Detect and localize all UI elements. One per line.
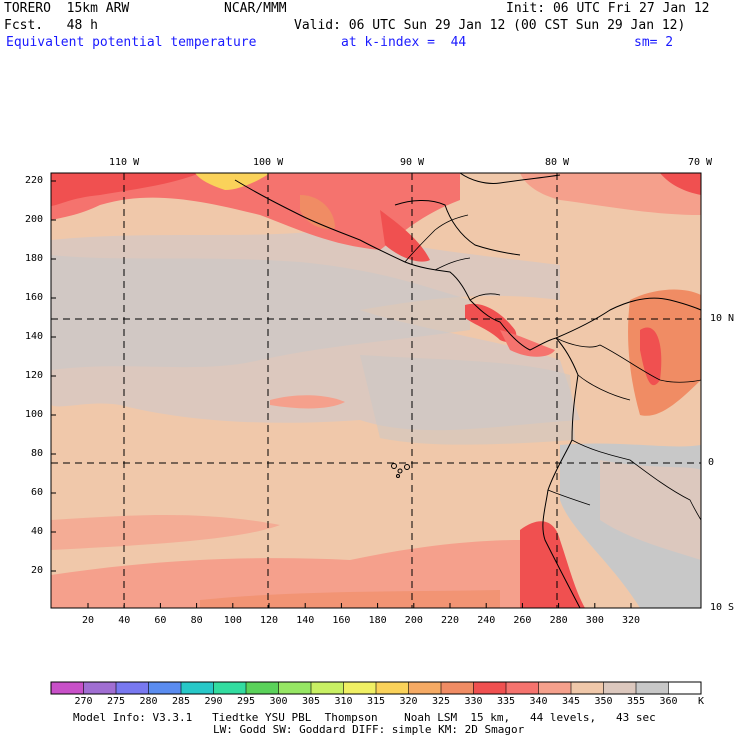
colorbar-label: 310 (334, 696, 353, 707)
smoothing-info: sm= 2 (634, 35, 674, 50)
lat-label-0: 0 (708, 457, 715, 468)
x-tick-label: 320 (622, 615, 641, 626)
colorbar-label: 280 (139, 696, 158, 707)
lon-label-100w: 100 W (253, 157, 284, 168)
colorbar-swatch (636, 682, 669, 694)
y-tick-label: 100 (25, 409, 44, 420)
level-info: at k-index = 44 (341, 35, 467, 50)
y-tick-label: 80 (31, 448, 44, 459)
colorbar-swatch (311, 682, 344, 694)
model-info-line2: LW: Godd SW: Goddard DIFF: simple KM: 2D… (213, 723, 525, 736)
colorbar-swatch (181, 682, 214, 694)
lon-label-80w: 80 W (545, 157, 570, 168)
colorbar-label: 320 (399, 696, 418, 707)
colorbar-label: 305 (302, 696, 321, 707)
colorbar (51, 682, 702, 694)
lat-label-10s: 10 S (710, 602, 735, 613)
colorbar-label: 325 (432, 696, 451, 707)
forecast-hour: Fcst. 48 h (4, 18, 98, 33)
colorbar-label: 290 (204, 696, 223, 707)
map-frame (50, 172, 702, 609)
lat-label-10n: 10 N (710, 313, 735, 324)
colorbar-label: 355 (627, 696, 646, 707)
y-tick-label: 160 (25, 292, 44, 303)
x-tick-label: 240 (477, 615, 496, 626)
colorbar-label: 285 (172, 696, 191, 707)
colorbar-swatch (408, 682, 442, 694)
colorbar-label: 350 (594, 696, 613, 707)
x-tick-label: 220 (441, 615, 460, 626)
y-tick-label: 40 (31, 526, 44, 537)
colorbar-swatch (668, 682, 702, 694)
colorbar-label: 270 (74, 696, 93, 707)
x-tick-label: 20 (82, 615, 95, 626)
latlon-grid (51, 173, 701, 608)
colorbar-label: 335 (497, 696, 516, 707)
colorbar-swatch (603, 682, 637, 694)
colorbar-swatch (213, 682, 247, 694)
y-tick-label: 60 (31, 487, 44, 498)
y-tick-label: 120 (25, 370, 44, 381)
colorbar-label: 315 (367, 696, 386, 707)
colorbar-swatch (278, 682, 312, 694)
colorbar-swatch (441, 682, 474, 694)
lon-label-110w: 110 W (109, 157, 140, 168)
lon-label-70w: 70 W (688, 157, 713, 168)
colorbar-swatch (538, 682, 572, 694)
country-borders (404, 214, 701, 521)
field-name: Equivalent potential temperature (6, 35, 257, 50)
colorbar-label: 360 (659, 696, 678, 707)
coastlines (234, 173, 701, 608)
colorbar-unit: K (698, 696, 705, 707)
model-info-line1: Model Info: V3.3.1 Tiedtke YSU PBL Thomp… (73, 711, 656, 724)
center-name: NCAR/MMM (224, 1, 287, 16)
x-tick-label: 180 (368, 615, 387, 626)
x-tick-label: 140 (296, 615, 315, 626)
colorbar-label: 295 (237, 696, 256, 707)
x-tick-label: 280 (549, 615, 568, 626)
init-time: Init: 06 UTC Fri 27 Jan 12 (506, 1, 710, 16)
x-tick-label: 40 (118, 615, 131, 626)
field-shading (51, 173, 701, 608)
colorbar-swatch (51, 682, 84, 694)
y-tick-label: 180 (25, 253, 44, 264)
axis-ticks (51, 180, 632, 608)
colorbar-swatch (473, 682, 507, 694)
y-tick-label: 200 (25, 214, 44, 225)
x-tick-label: 300 (585, 615, 604, 626)
x-tick-label: 200 (404, 615, 423, 626)
model-name: TORERO 15km ARW (4, 1, 130, 16)
colorbar-label: 330 (464, 696, 483, 707)
valid-time: Valid: 06 UTC Sun 29 Jan 12 (00 CST Sun … (294, 18, 686, 33)
x-tick-label: 260 (513, 615, 532, 626)
x-tick-label: 80 (190, 615, 203, 626)
colorbar-swatch (83, 682, 117, 694)
colorbar-swatch (376, 682, 409, 694)
y-tick-label: 220 (25, 175, 44, 186)
x-tick-label: 120 (260, 615, 279, 626)
y-tick-label: 140 (25, 331, 44, 342)
colorbar-label: 300 (269, 696, 288, 707)
x-tick-label: 100 (223, 615, 242, 626)
colorbar-label: 340 (529, 696, 548, 707)
colorbar-swatch (571, 682, 604, 694)
colorbar-swatch (506, 682, 539, 694)
colorbar-swatch (116, 682, 149, 694)
colorbar-label: 275 (107, 696, 126, 707)
colorbar-swatch (148, 682, 182, 694)
colorbar-swatch (343, 682, 377, 694)
colorbar-swatch (246, 682, 279, 694)
x-tick-label: 160 (332, 615, 351, 626)
lon-label-90w: 90 W (400, 157, 425, 168)
colorbar-label: 345 (562, 696, 581, 707)
y-tick-label: 20 (31, 565, 44, 576)
x-tick-label: 60 (154, 615, 167, 626)
